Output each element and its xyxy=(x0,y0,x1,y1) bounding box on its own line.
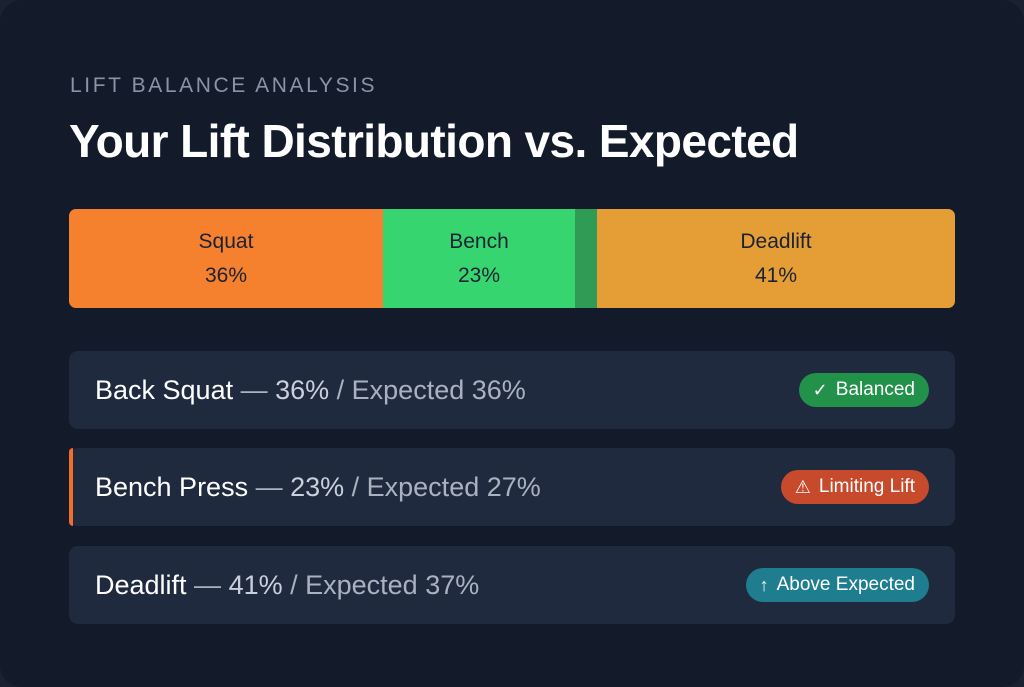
status-badge-balanced: ✓ Balanced xyxy=(798,373,929,407)
lift-name: Bench Press xyxy=(95,471,249,502)
segment-percent: 36% xyxy=(204,263,248,287)
arrow-up-icon: ↑ xyxy=(759,574,769,595)
distribution-segment-squat: Squat 36% xyxy=(69,209,383,308)
badge-label: Above Expected xyxy=(776,574,915,595)
lift-row-text: Back Squat — 36% / Expected 36% xyxy=(95,375,799,406)
page-title: Your Lift Distribution vs. Expected xyxy=(69,115,799,167)
lift-row-text: Bench Press — 23% / Expected 27% xyxy=(95,472,781,503)
segment-label: Bench xyxy=(449,229,509,253)
status-badge-above-expected: ↑ Above Expected xyxy=(745,568,929,602)
limiting-accent-bar xyxy=(69,448,73,526)
lift-separator: — xyxy=(248,471,291,502)
lift-separator: — xyxy=(233,374,276,405)
segment-percent: 41% xyxy=(754,263,798,287)
lift-distribution-bar: Squat 36% Bench 23% Deadlift 41% xyxy=(69,209,955,308)
check-icon: ✓ xyxy=(812,379,828,400)
lift-row-text: Deadlift — 41% / Expected 37% xyxy=(95,570,746,601)
lift-expected-percent: / Expected 27% xyxy=(344,471,541,502)
lift-expected-percent: / Expected 36% xyxy=(329,374,526,405)
segment-percent: 23% xyxy=(457,263,501,287)
lift-row-deadlift[interactable]: Deadlift — 41% / Expected 37% ↑ Above Ex… xyxy=(69,546,955,624)
warning-icon: ⚠ xyxy=(794,476,811,497)
lift-row-bench-press[interactable]: Bench Press — 23% / Expected 27% ⚠ Limit… xyxy=(69,448,955,526)
lift-current-percent: 41% xyxy=(228,569,283,600)
lift-name: Deadlift xyxy=(95,569,187,600)
lift-separator: — xyxy=(186,569,229,600)
bench-deficit-marker xyxy=(575,209,597,308)
lift-expected-percent: / Expected 37% xyxy=(282,569,480,600)
section-eyebrow: LIFT BALANCE ANALYSIS xyxy=(70,74,378,97)
lift-row-back-squat[interactable]: Back Squat — 36% / Expected 36% ✓ Balanc… xyxy=(69,351,955,429)
lift-name: Back Squat xyxy=(95,374,234,405)
lift-current-percent: 23% xyxy=(290,471,345,502)
status-badge-limiting: ⚠ Limiting Lift xyxy=(780,470,929,504)
distribution-segment-bench: Bench 23% xyxy=(383,209,597,308)
distribution-segment-deadlift: Deadlift 41% xyxy=(597,209,955,308)
segment-label: Deadlift xyxy=(740,229,812,253)
lift-current-percent: 36% xyxy=(275,374,330,405)
badge-label: Balanced xyxy=(835,379,915,400)
badge-label: Limiting Lift xyxy=(818,476,915,497)
segment-label: Squat xyxy=(198,229,254,253)
